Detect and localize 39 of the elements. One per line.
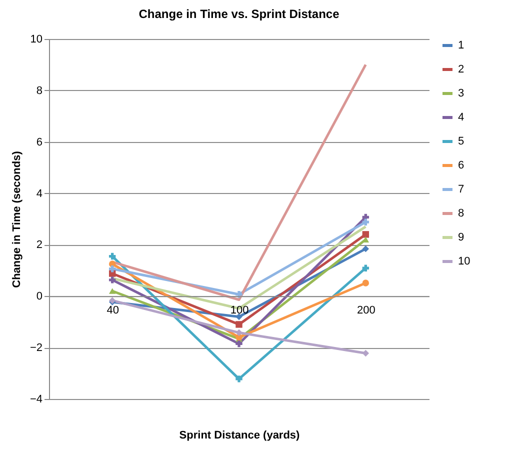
y-tick-label: 2: [36, 239, 42, 252]
point: [236, 376, 242, 382]
legend-label: 8: [458, 208, 464, 220]
point: [362, 280, 370, 286]
point: [362, 231, 370, 238]
y-tick-label: 10: [30, 34, 42, 46]
legend-label: 3: [458, 88, 464, 100]
point: [236, 329, 242, 336]
chart-title: Change in Time vs. Sprint Distance: [138, 7, 340, 21]
x-tick-label: 40: [106, 304, 119, 317]
point: [236, 340, 242, 348]
legend-label: 10: [458, 256, 470, 268]
point: [236, 321, 242, 328]
point: [236, 290, 242, 298]
point: [108, 288, 116, 294]
y-tick-label: 6: [36, 136, 42, 148]
point: [362, 350, 370, 357]
legend-label: 9: [458, 232, 464, 244]
point: [108, 252, 116, 260]
y-tick-label: −4: [30, 394, 42, 406]
legend-label: 2: [458, 64, 464, 76]
y-axis-title: Change in Time (seconds): [10, 150, 23, 288]
y-tick-label: 8: [36, 84, 42, 97]
legend-label: 6: [458, 160, 464, 172]
point: [362, 218, 370, 226]
point: [108, 266, 116, 272]
x-tick-label: 100: [230, 304, 249, 317]
legend-label: 1: [458, 40, 464, 52]
y-tick-label: 0: [36, 290, 42, 303]
point: [362, 264, 370, 272]
legend-label: 5: [458, 136, 464, 148]
x-tick-label: 200: [356, 304, 376, 317]
y-tick-label: −2: [30, 342, 42, 354]
x-axis-title: Sprint Distance (yards): [179, 430, 300, 442]
legend-label: 4: [458, 112, 464, 124]
legend-label: 7: [458, 184, 464, 196]
point: [362, 245, 370, 252]
y-tick-label: 4: [36, 188, 42, 200]
point: [108, 276, 116, 284]
